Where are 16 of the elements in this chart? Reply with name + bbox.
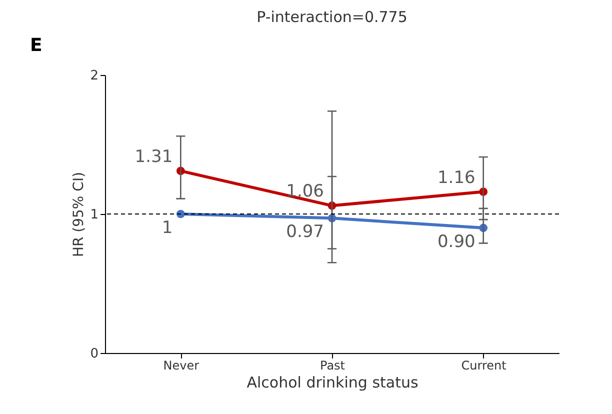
data-label: 0.97 <box>286 222 324 242</box>
data-label: 0.90 <box>437 232 476 252</box>
y-tick-label: 1 <box>90 208 98 222</box>
y-axis-title: HR (95% CI) <box>71 172 88 258</box>
data-label: 1 <box>162 218 173 238</box>
x-tick-label: Current <box>461 358 507 372</box>
x-tick-label: Never <box>163 358 200 372</box>
y-tick-label: 0 <box>90 346 98 362</box>
data-label: 1.16 <box>437 168 476 188</box>
x-tick-label: Past <box>320 358 346 372</box>
text: E <box>30 35 42 56</box>
y-tick-label: 2 <box>90 68 98 84</box>
data-label: 1.06 <box>286 182 324 202</box>
x-axis-title: Alcohol drinking status <box>246 374 418 392</box>
chart-title: P-interaction=0.775 <box>256 8 408 26</box>
data-label: 1.31 <box>134 146 173 167</box>
